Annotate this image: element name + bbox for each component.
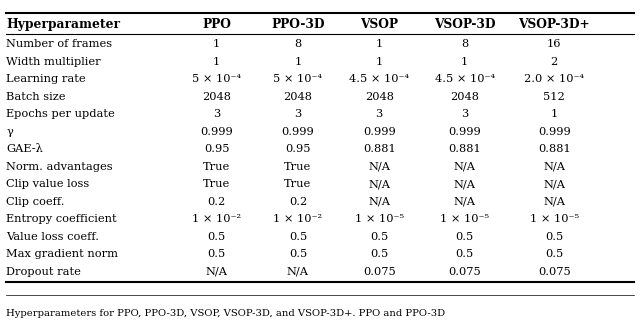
Text: 0.5: 0.5 (370, 232, 388, 242)
Text: 0.5: 0.5 (545, 232, 563, 242)
Text: N/A: N/A (368, 197, 390, 207)
Text: N/A: N/A (454, 197, 476, 207)
Text: 5 × 10⁻⁴: 5 × 10⁻⁴ (273, 74, 323, 84)
Text: 0.999: 0.999 (538, 127, 571, 137)
Text: 0.999: 0.999 (363, 127, 396, 137)
Text: 0.5: 0.5 (456, 232, 474, 242)
Text: 2048: 2048 (202, 92, 231, 102)
Text: 0.075: 0.075 (538, 267, 571, 277)
Text: VSOP-3D: VSOP-3D (434, 18, 495, 31)
Text: True: True (284, 180, 312, 189)
Text: 512: 512 (543, 92, 565, 102)
Text: PPO: PPO (202, 18, 231, 31)
Text: N/A: N/A (287, 267, 309, 277)
Text: 0.5: 0.5 (289, 232, 307, 242)
Text: Number of frames: Number of frames (6, 40, 113, 49)
Text: Batch size: Batch size (6, 92, 66, 102)
Text: 1: 1 (213, 57, 220, 67)
Text: N/A: N/A (543, 197, 565, 207)
Text: N/A: N/A (543, 162, 565, 172)
Text: Value loss coeff.: Value loss coeff. (6, 232, 99, 242)
Text: Dropout rate: Dropout rate (6, 267, 81, 277)
Text: 3: 3 (461, 110, 468, 119)
Text: 0.5: 0.5 (207, 250, 226, 260)
Text: 1: 1 (376, 40, 383, 49)
Text: True: True (203, 162, 230, 172)
Text: 0.95: 0.95 (285, 144, 310, 154)
Text: Hyperparameter: Hyperparameter (6, 18, 120, 31)
Text: 8: 8 (294, 40, 301, 49)
Text: 3: 3 (294, 110, 301, 119)
Text: 0.881: 0.881 (363, 144, 396, 154)
Text: VSOP-3D+: VSOP-3D+ (518, 18, 590, 31)
Text: 5 × 10⁻⁴: 5 × 10⁻⁴ (192, 74, 241, 84)
Text: 0.5: 0.5 (289, 250, 307, 260)
Text: 0.5: 0.5 (456, 250, 474, 260)
Text: Clip coeff.: Clip coeff. (6, 197, 65, 207)
Text: 2: 2 (550, 57, 558, 67)
Text: 1: 1 (550, 110, 558, 119)
Text: N/A: N/A (205, 267, 228, 277)
Text: 0.075: 0.075 (363, 267, 396, 277)
Text: 8: 8 (461, 40, 468, 49)
Text: 1 × 10⁻⁵: 1 × 10⁻⁵ (355, 214, 404, 224)
Text: VSOP: VSOP (360, 18, 398, 31)
Text: 0.075: 0.075 (448, 267, 481, 277)
Text: N/A: N/A (368, 180, 390, 189)
Text: Learning rate: Learning rate (6, 74, 86, 84)
Text: 2048: 2048 (365, 92, 394, 102)
Text: 4.5 × 10⁻⁴: 4.5 × 10⁻⁴ (349, 74, 409, 84)
Text: 0.5: 0.5 (545, 250, 563, 260)
Text: 1 × 10⁻⁵: 1 × 10⁻⁵ (440, 214, 489, 224)
Text: 0.5: 0.5 (370, 250, 388, 260)
Text: Entropy coefficient: Entropy coefficient (6, 214, 117, 224)
Text: 0.999: 0.999 (448, 127, 481, 137)
Text: True: True (284, 162, 312, 172)
Text: 3: 3 (376, 110, 383, 119)
Text: GAE-λ: GAE-λ (6, 144, 44, 154)
Text: PPO-3D: PPO-3D (271, 18, 324, 31)
Text: N/A: N/A (454, 162, 476, 172)
Text: 4.5 × 10⁻⁴: 4.5 × 10⁻⁴ (435, 74, 495, 84)
Text: Clip value loss: Clip value loss (6, 180, 90, 189)
Text: Width multiplier: Width multiplier (6, 57, 101, 67)
Text: 0.881: 0.881 (538, 144, 571, 154)
Text: 0.999: 0.999 (282, 127, 314, 137)
Text: 1: 1 (461, 57, 468, 67)
Text: 0.2: 0.2 (207, 197, 226, 207)
Text: 0.95: 0.95 (204, 144, 229, 154)
Text: True: True (203, 180, 230, 189)
Text: 16: 16 (547, 40, 561, 49)
Text: Max gradient norm: Max gradient norm (6, 250, 118, 260)
Text: 1 × 10⁻⁵: 1 × 10⁻⁵ (530, 214, 579, 224)
Text: Hyperparameters for PPO, PPO-3D, VSOP, VSOP-3D, and VSOP-3D+. PPO and PPO-3D: Hyperparameters for PPO, PPO-3D, VSOP, V… (6, 309, 445, 318)
Text: 1: 1 (213, 40, 220, 49)
Text: 0.881: 0.881 (448, 144, 481, 154)
Text: 2048: 2048 (450, 92, 479, 102)
Text: 3: 3 (213, 110, 220, 119)
Text: Norm. advantages: Norm. advantages (6, 162, 113, 172)
Text: N/A: N/A (543, 180, 565, 189)
Text: N/A: N/A (454, 180, 476, 189)
Text: 1 × 10⁻²: 1 × 10⁻² (192, 214, 241, 224)
Text: 2048: 2048 (284, 92, 312, 102)
Text: N/A: N/A (368, 162, 390, 172)
Text: 1: 1 (376, 57, 383, 67)
Text: 0.999: 0.999 (200, 127, 233, 137)
Text: 1 × 10⁻²: 1 × 10⁻² (273, 214, 323, 224)
Text: Epochs per update: Epochs per update (6, 110, 115, 119)
Text: 1: 1 (294, 57, 301, 67)
Text: 0.5: 0.5 (207, 232, 226, 242)
Text: 2.0 × 10⁻⁴: 2.0 × 10⁻⁴ (524, 74, 584, 84)
Text: 0.2: 0.2 (289, 197, 307, 207)
Text: γ: γ (6, 127, 13, 137)
